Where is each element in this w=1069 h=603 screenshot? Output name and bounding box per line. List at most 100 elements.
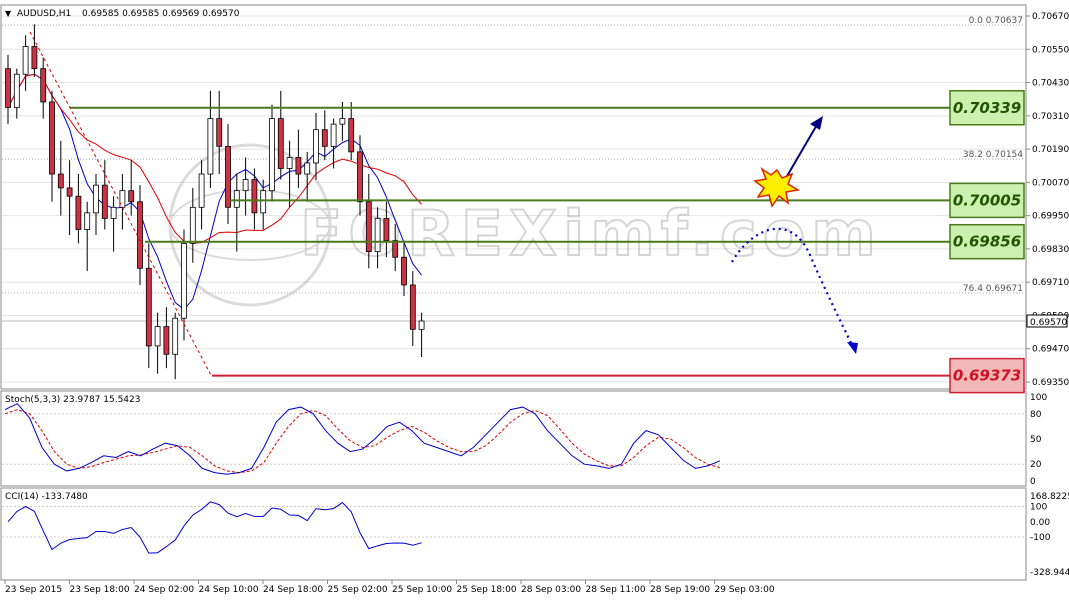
candle-body: [339, 118, 346, 125]
candle: [418, 312, 425, 358]
time-label: 25 Sep 18:00: [457, 585, 517, 595]
level-box-rect: [949, 90, 1025, 126]
candle-body: [31, 46, 38, 70]
time-label: 23 Sep 18:00: [70, 585, 130, 595]
time-label: 25 Sep 10:00: [392, 585, 452, 595]
candle-body: [49, 101, 55, 175]
candle-body: [233, 190, 240, 208]
candle: [330, 118, 337, 169]
candle: [409, 271, 416, 346]
candle: [66, 160, 73, 236]
candle-body: [110, 206, 117, 219]
candle-body: [374, 218, 381, 253]
candle: [93, 174, 99, 236]
level-box-rect: [949, 357, 1025, 394]
candle: [13, 68, 20, 119]
cci-label: CCI(14) -133.7480: [5, 492, 88, 502]
price-label: 0.69470: [1032, 345, 1069, 355]
time-label: 25 Sep 02:00: [328, 585, 388, 595]
candle: [110, 196, 117, 252]
cci-axis-label: 168.8225: [1030, 492, 1069, 502]
fib-label: 76.4 0.69671: [963, 284, 1023, 294]
stoch-axis-label: 20: [1030, 460, 1042, 470]
stoch-main-line: [4, 403, 721, 475]
candle-body: [401, 256, 407, 286]
level-box-rect: [949, 223, 1025, 260]
candle-body: [66, 187, 73, 197]
candle: [269, 104, 275, 202]
price-label: 0.70190: [1032, 145, 1069, 155]
candle-body: [145, 267, 152, 347]
cci-panel-frame: [0, 487, 1027, 581]
candle-body: [304, 162, 311, 175]
candle: [22, 35, 29, 91]
level-box-label: 0.70339: [953, 99, 1021, 117]
candle-body: [348, 118, 355, 153]
candle: [242, 157, 249, 216]
candle-body: [242, 179, 249, 192]
candle-body: [154, 326, 161, 347]
candle-body: [198, 173, 205, 208]
candle: [216, 90, 223, 175]
candle-body: [181, 242, 187, 319]
candle: [189, 187, 196, 263]
candle: [40, 57, 47, 119]
candle-body: [172, 317, 179, 355]
main-panel-frame: [0, 4, 1027, 390]
expand-triangle-icon[interactable]: ▼: [5, 9, 12, 18]
candle: [49, 90, 55, 202]
candle: [101, 160, 108, 230]
current-price-box: [1026, 314, 1068, 328]
candle-body: [163, 326, 170, 355]
down-dotted-arrow: [731, 227, 853, 346]
candle: [295, 129, 302, 188]
cci-lines: [7, 501, 422, 554]
candle: [31, 24, 38, 77]
level-box-label: 0.69373: [953, 367, 1021, 385]
up-arrow-head-icon: [810, 116, 823, 130]
level-box: 0.70005: [949, 182, 1025, 219]
candle: [260, 179, 267, 230]
price-label: 0.70430: [1032, 79, 1069, 89]
candle-body: [40, 68, 47, 103]
candle-body: [137, 201, 143, 269]
candle: [304, 151, 311, 202]
stoch-lines: [4, 403, 721, 475]
candle: [277, 90, 284, 180]
candle-body: [357, 151, 363, 203]
candle-body: [119, 190, 126, 208]
stoch-axis-label: 80: [1030, 410, 1042, 420]
cci-axis-label: 100: [1030, 503, 1047, 513]
candle: [181, 229, 187, 341]
candle-body: [84, 212, 91, 230]
candle-body: [13, 73, 20, 108]
candle: [401, 240, 407, 297]
price-label: 0.69950: [1032, 212, 1069, 222]
candle-body: [251, 179, 258, 214]
annotations: [29, 31, 858, 378]
candle-body: [216, 118, 223, 147]
watermark-globe-icon: [168, 143, 332, 307]
stoch-signal-line: [4, 409, 721, 474]
levels: 0.70339 0.70005 0.69856 0.69373: [70, 90, 1025, 394]
stoch-panel-frame: [0, 390, 1027, 487]
candle: [313, 113, 319, 180]
candle: [225, 124, 231, 224]
candle-body: [295, 157, 302, 175]
candle: [198, 160, 205, 230]
slow-ma-line: [7, 73, 422, 244]
level-box: 0.69373: [949, 357, 1025, 394]
down-arrow-head-icon: [847, 342, 858, 354]
candle-body: [269, 118, 275, 192]
candle: [57, 140, 64, 216]
price-label: 0.70070: [1032, 178, 1069, 188]
candle: [154, 312, 161, 374]
fib-label: 38.2 0.70154: [963, 150, 1023, 160]
candle-body: [418, 320, 425, 330]
candle: [163, 307, 170, 369]
candle: [172, 312, 179, 380]
price-label: 0.70670: [1032, 12, 1069, 22]
candle-body: [277, 118, 284, 169]
price-label: 0.69710: [1032, 278, 1069, 288]
